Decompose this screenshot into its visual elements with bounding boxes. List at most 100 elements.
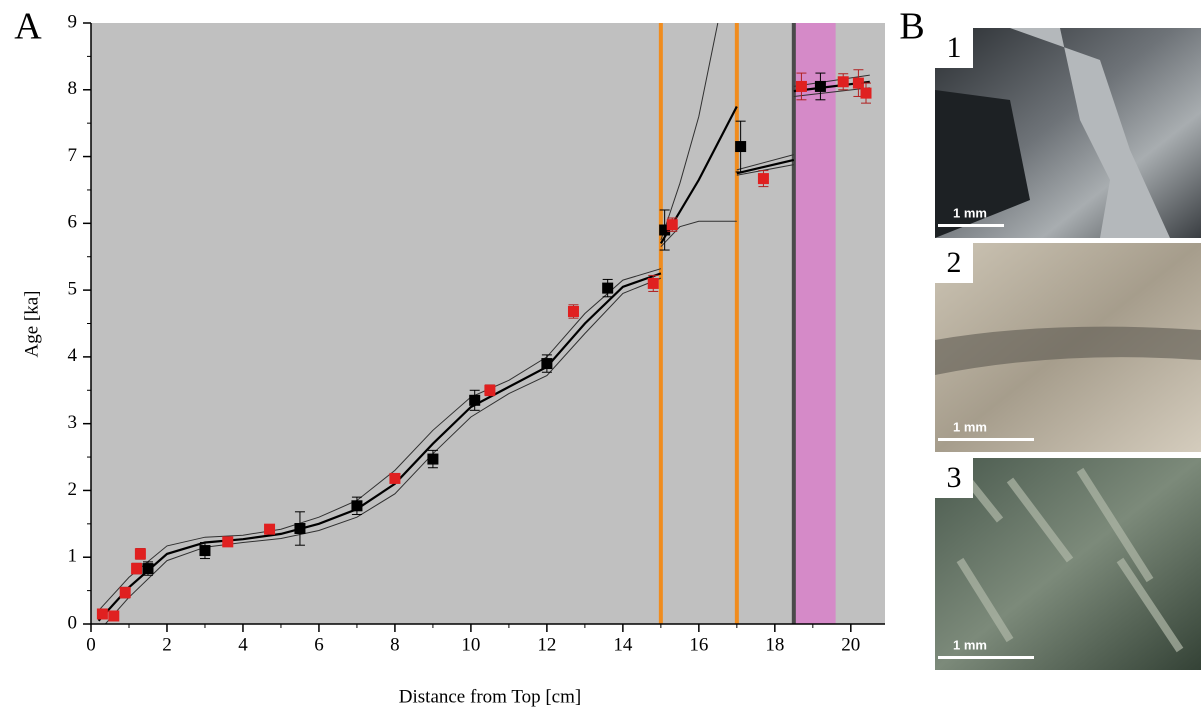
data-point: [541, 354, 553, 373]
data-point: [647, 274, 659, 292]
image-number: 1: [947, 31, 962, 64]
data-point: [735, 120, 747, 173]
band: [793, 23, 836, 624]
marker: [795, 80, 807, 92]
x-tick-label: 2: [162, 634, 172, 655]
marker: [666, 219, 678, 231]
marker: [852, 77, 864, 89]
marker: [351, 500, 363, 512]
x-tick-label: 8: [390, 634, 400, 655]
grain: [1010, 28, 1170, 238]
data-point: [131, 562, 143, 575]
scale-bar: [938, 656, 1034, 659]
marker: [222, 536, 234, 548]
marker: [119, 587, 131, 599]
marker: [837, 76, 849, 88]
marker: [602, 282, 614, 294]
x-tick-label: 14: [613, 634, 633, 655]
y-tick-label: 5: [68, 278, 78, 299]
number-box: [935, 458, 973, 498]
plot-background: [91, 23, 885, 624]
x-tick-label: 0: [86, 634, 96, 655]
image-number: 3: [947, 461, 962, 494]
data-point: [96, 608, 108, 620]
marker: [142, 563, 154, 575]
data-point: [602, 278, 614, 298]
x-tick-label: 12: [537, 634, 556, 655]
x-tick-label: 10: [461, 634, 480, 655]
model-curve: [97, 80, 870, 622]
marker: [757, 173, 769, 185]
panel-label: B: [899, 6, 924, 48]
x-tick-label: 20: [841, 634, 860, 655]
data-point: [469, 389, 481, 411]
data-point: [567, 304, 579, 319]
marker: [389, 472, 401, 484]
inclusion-band: [935, 326, 1201, 375]
marker: [264, 523, 276, 535]
image-number: 2: [947, 246, 962, 279]
model-curve: [104, 87, 870, 624]
marker: [860, 87, 872, 99]
data-point: [142, 561, 154, 576]
marker: [96, 608, 108, 620]
scale-bar: [938, 438, 1034, 441]
x-axis-label: Distance from Top [cm]: [399, 686, 581, 707]
plot-area: [91, 23, 885, 624]
data-point: [666, 217, 678, 232]
data-point: [757, 170, 769, 188]
marker: [469, 394, 481, 406]
marker: [134, 548, 146, 560]
data-point: [294, 511, 306, 546]
y-tick-label: 7: [68, 145, 78, 166]
grain-streak: [956, 467, 1184, 653]
data-point: [427, 449, 439, 469]
y-axis-label: Age [ka]: [21, 291, 42, 358]
data-point: [264, 523, 276, 535]
data-point: [108, 610, 120, 622]
marker: [647, 277, 659, 289]
data-point: [389, 472, 401, 484]
data-point: [484, 384, 496, 397]
data-point: [222, 536, 234, 548]
y-tick-label: 0: [68, 612, 78, 633]
x-tick-label: 16: [689, 634, 708, 655]
micrographs: [935, 28, 1201, 670]
data-point: [134, 548, 146, 560]
data-point: [199, 542, 211, 560]
data-point: [659, 209, 671, 251]
x-tick-label: 6: [314, 634, 324, 655]
marker: [541, 358, 553, 370]
marker: [735, 141, 747, 153]
marker: [108, 610, 120, 622]
y-tick-label: 8: [68, 78, 78, 99]
marker: [294, 523, 306, 535]
marker: [484, 384, 496, 396]
data-point: [795, 72, 807, 101]
marker: [427, 453, 439, 465]
data-point: [814, 72, 826, 101]
number-box: [935, 243, 973, 283]
scale-label: 1 mm: [953, 637, 987, 652]
data-point: [351, 496, 363, 515]
scale-label: 1 mm: [953, 205, 987, 220]
data-point: [119, 586, 131, 599]
y-tick-label: 9: [68, 11, 78, 32]
number-box: [935, 28, 973, 68]
marker: [199, 545, 211, 557]
marker: [814, 80, 826, 92]
y-tick-label: 3: [68, 412, 78, 433]
scale-label: 1 mm: [953, 419, 987, 434]
data-point: [860, 82, 872, 104]
marker: [567, 305, 579, 317]
y-tick-label: 2: [68, 479, 78, 500]
model-curve: [98, 23, 870, 611]
marker: [659, 224, 671, 236]
y-tick-label: 4: [68, 345, 78, 366]
marker: [131, 563, 143, 575]
data-point: [837, 73, 849, 91]
y-tick-label: 6: [68, 212, 78, 233]
grain: [935, 90, 1030, 238]
x-tick-label: 4: [238, 634, 248, 655]
